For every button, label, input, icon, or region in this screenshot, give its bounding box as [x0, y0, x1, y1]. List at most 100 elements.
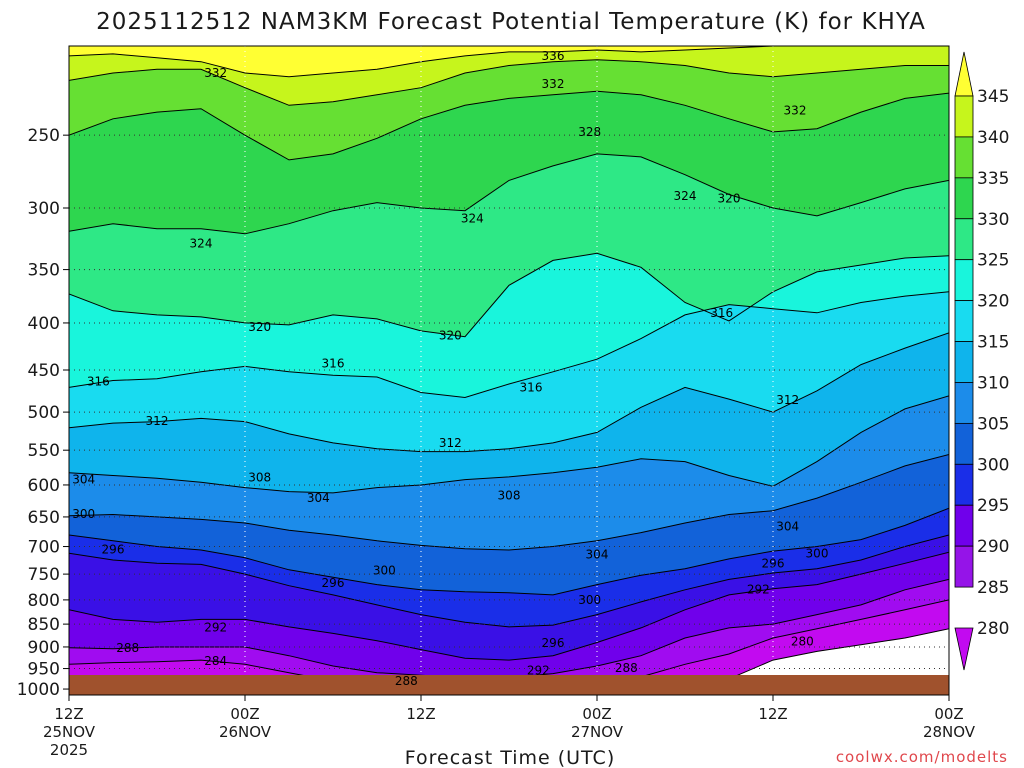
contour-label: 284	[204, 654, 227, 668]
contour-label: 304	[72, 473, 95, 487]
colorbar-segment	[954, 95, 974, 138]
colorbar-label: 305	[977, 414, 1009, 434]
colorbar-label: 330	[977, 210, 1009, 230]
credit-text: coolwx.com/modelts	[836, 748, 1008, 766]
x-tick-label: 12Z	[54, 705, 83, 723]
y-tick-label: 400	[28, 314, 60, 334]
colorbar-segment	[954, 51, 974, 97]
contour-label: 300	[578, 593, 601, 607]
colorbar-label: 280	[977, 619, 1009, 639]
isentrope-300	[69, 507, 949, 596]
colorbar-segment	[954, 218, 974, 261]
contour-label: 312	[439, 436, 462, 450]
isentrope-296	[69, 534, 949, 628]
x-tick-label: 25NOV	[43, 723, 96, 741]
y-tick-label: 600	[28, 476, 60, 496]
contour-label: 300	[72, 507, 95, 521]
isentrope-312	[69, 332, 949, 453]
contour-label: 296	[102, 542, 125, 556]
x-tick-label: 00Z	[230, 705, 259, 723]
temperature-bands	[69, 46, 949, 695]
contour-label: 328	[578, 125, 601, 139]
contour-label: 296	[322, 576, 345, 590]
x-tick-label: 26NOV	[219, 723, 272, 741]
colorbar-segment	[954, 136, 974, 179]
contour-label: 292	[204, 620, 227, 634]
colorbar-label: 325	[977, 251, 1009, 271]
contour-label: 316	[87, 374, 110, 388]
isentrope-292	[69, 551, 949, 661]
contour-label: 312	[776, 393, 799, 407]
colorbar-segment	[954, 504, 974, 547]
contour-label: 316	[322, 357, 345, 371]
colorbar-label: 345	[977, 87, 1009, 107]
colorbar-segment	[954, 627, 974, 671]
plot-area: 336 332 332 332 328 324 320 324 324 316 320 320 316 3…	[69, 46, 949, 695]
y-tick-label: 300	[28, 199, 60, 219]
x-tick-label: 00Z	[934, 705, 963, 723]
x-tick-label: 2025	[50, 741, 88, 759]
colorbar-label: 315	[977, 333, 1009, 353]
contour-label: 288	[395, 674, 418, 688]
colorbar-label: 295	[977, 496, 1009, 516]
x-tick-label: 00Z	[582, 705, 611, 723]
contour-label: 288	[615, 661, 638, 675]
contour-label: 332	[784, 103, 807, 117]
contour-label: 280	[791, 635, 814, 649]
contour-label: 300	[806, 546, 829, 560]
colorbar-label: 300	[977, 455, 1009, 475]
contour-labels: 336 332 332 332 328 324 320 324 324 316 320 320 316 3…	[72, 49, 828, 688]
x-tick-label: 28NOV	[923, 723, 976, 741]
contour-label: 308	[498, 488, 521, 502]
colorbar: 345 340 335 330 325 320 315 310 305 300 295 290 285 2…	[954, 51, 1009, 671]
colorbar-label: 310	[977, 373, 1009, 393]
colorbar-segment	[954, 545, 974, 588]
colorbar-label: 285	[977, 578, 1009, 598]
y-tick-label: 500	[28, 403, 60, 423]
contour-label: 316	[710, 306, 733, 320]
y-tick-label: 1000	[17, 680, 60, 700]
contour-label: 332	[542, 77, 565, 91]
y-tick-label: 900	[28, 638, 60, 658]
contour-label: 320	[718, 192, 741, 206]
contour-label: 336	[542, 49, 565, 63]
y-tick-label: 250	[28, 126, 60, 146]
gridlines	[69, 46, 949, 695]
isentrope-324	[69, 153, 949, 235]
y-tick-label: 550	[28, 441, 60, 461]
isentrope-328	[69, 90, 949, 161]
contour-label: 320	[248, 320, 271, 334]
colorbar-label: 290	[977, 537, 1009, 557]
contour-label: 292	[527, 664, 550, 678]
contour-label: 304	[586, 547, 609, 561]
contour-label: 324	[461, 212, 484, 226]
x-tick-label: 12Z	[406, 705, 435, 723]
isentrope-332	[69, 59, 949, 106]
isentrope-336	[69, 46, 949, 78]
colorbar-label: 335	[977, 169, 1009, 189]
colorbar-segment	[954, 463, 974, 506]
x-axis-label: Forecast Time (UTC)	[405, 747, 615, 768]
colorbar-segment	[954, 300, 974, 342]
contour-label: 304	[776, 520, 799, 534]
contour-label: 292	[747, 582, 770, 596]
contour-label: 312	[146, 414, 169, 428]
y-tick-label: 800	[28, 591, 60, 611]
colorbar-segment	[954, 422, 974, 465]
contour-label: 300	[373, 563, 396, 577]
contour-label: 324	[190, 237, 213, 251]
colorbar-label: 340	[977, 128, 1009, 148]
contour-label: 296	[542, 636, 565, 650]
contour-label: 316	[520, 380, 543, 394]
isentropes	[69, 46, 949, 695]
contour-label: 324	[674, 189, 697, 203]
contour-label: 308	[248, 471, 271, 485]
contour-label: 332	[204, 66, 227, 80]
y-tick-label: 350	[28, 261, 60, 281]
ground-surface	[69, 675, 949, 695]
contour-label: 320	[439, 329, 462, 343]
y-tick-label: 700	[28, 538, 60, 558]
y-tick-label: 950	[28, 660, 60, 680]
